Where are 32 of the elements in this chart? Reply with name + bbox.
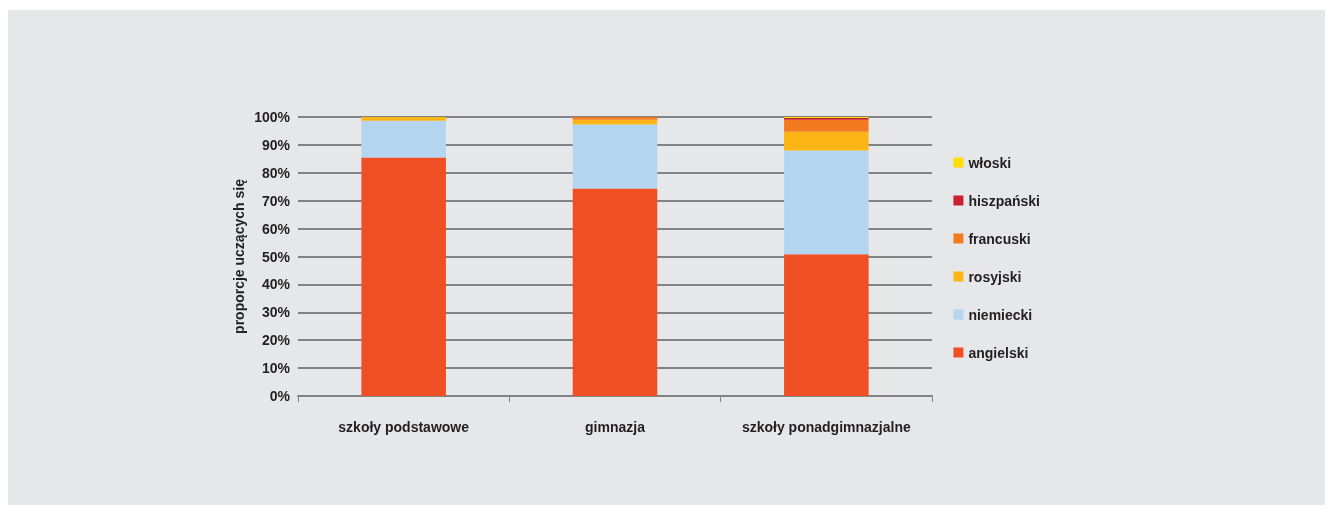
bar (572, 124, 658, 189)
legend-label: niemiecki (968, 306, 1033, 323)
x-tick-label: szkoły podstawowe (338, 419, 470, 435)
y-tick-label: 30% (261, 304, 291, 321)
bar (784, 119, 869, 132)
y-tick-label: 80% (261, 164, 291, 181)
y-tick-label: 50% (261, 248, 291, 265)
bar (572, 117, 658, 120)
y-tick-label: 90% (261, 136, 291, 153)
x-tick-label: gimnazja (585, 419, 646, 435)
legend-label: francuski (968, 230, 1031, 247)
y-tick-label: 60% (261, 220, 291, 237)
legend-label: angielski (968, 344, 1029, 361)
y-tick-label: 40% (261, 276, 291, 293)
bar (784, 131, 869, 151)
x-tick-label: szkoły ponadgimnazjalne (741, 419, 911, 435)
bar (784, 254, 869, 396)
y-axis-title: proporcje uczących się (231, 178, 247, 334)
legend-label: włoski (967, 154, 1012, 171)
y-tick-label: 100% (254, 109, 291, 125)
bar (361, 157, 446, 396)
bar (361, 120, 446, 158)
y-tick-label: 10% (261, 360, 291, 377)
legend-label: rosyjski (968, 268, 1022, 285)
bar (361, 117, 446, 121)
bar (572, 119, 658, 125)
y-tick-label: 20% (261, 332, 291, 349)
y-tick-label: 0% (269, 388, 291, 404)
bar (572, 188, 658, 396)
legend-label: hiszpański (968, 192, 1041, 209)
y-tick-label: 70% (261, 192, 291, 209)
bar (784, 150, 869, 255)
